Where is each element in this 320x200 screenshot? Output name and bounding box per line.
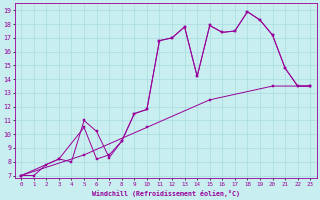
X-axis label: Windchill (Refroidissement éolien,°C): Windchill (Refroidissement éolien,°C) xyxy=(92,190,240,197)
